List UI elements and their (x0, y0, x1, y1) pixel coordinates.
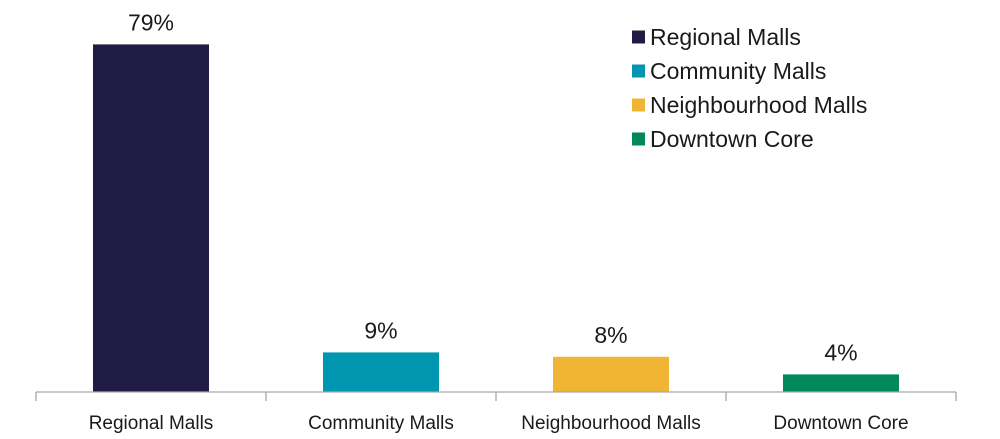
data-label-downtown-core: 4% (824, 339, 857, 365)
data-label-regional-malls: 79% (128, 9, 174, 35)
x-tick-label-community-malls: Community Malls (308, 413, 454, 434)
bars-layer: 79% 9% 8% 4% (93, 9, 899, 393)
legend-swatch-neighbourhood-malls (632, 98, 645, 112)
legend-label-downtown-core: Downtown Core (650, 126, 814, 152)
x-tick-label-neighbourhood-malls: Neighbourhood Malls (521, 413, 701, 434)
legend-swatch-regional-malls (632, 30, 645, 44)
legend-item-regional-malls: Regional Malls (632, 24, 801, 50)
bar-regional-malls (93, 44, 209, 393)
legend-label-regional-malls: Regional Malls (650, 24, 801, 50)
bar-downtown-core (783, 374, 899, 392)
legend-item-neighbourhood-malls: Neighbourhood Malls (632, 92, 867, 118)
bar-community-malls (323, 352, 439, 392)
legend-item-downtown-core: Downtown Core (632, 126, 814, 152)
x-tick-label-downtown-core: Downtown Core (773, 413, 908, 434)
data-label-community-malls: 9% (364, 317, 397, 343)
legend-label-community-malls: Community Malls (650, 58, 826, 84)
legend-label-neighbourhood-malls: Neighbourhood Malls (650, 92, 867, 118)
legend-swatch-downtown-core (632, 132, 645, 146)
legend: Regional Malls Community Malls Neighbourho… (632, 24, 867, 152)
x-axis: Regional Malls Community Malls Neighbourho… (35, 391, 957, 434)
bar-neighbourhood-malls (553, 356, 669, 392)
x-tick-label-regional-malls: Regional Malls (89, 413, 214, 434)
legend-swatch-community-malls (632, 64, 645, 78)
legend-item-community-malls: Community Malls (632, 58, 826, 84)
data-label-neighbourhood-malls: 8% (594, 322, 627, 348)
